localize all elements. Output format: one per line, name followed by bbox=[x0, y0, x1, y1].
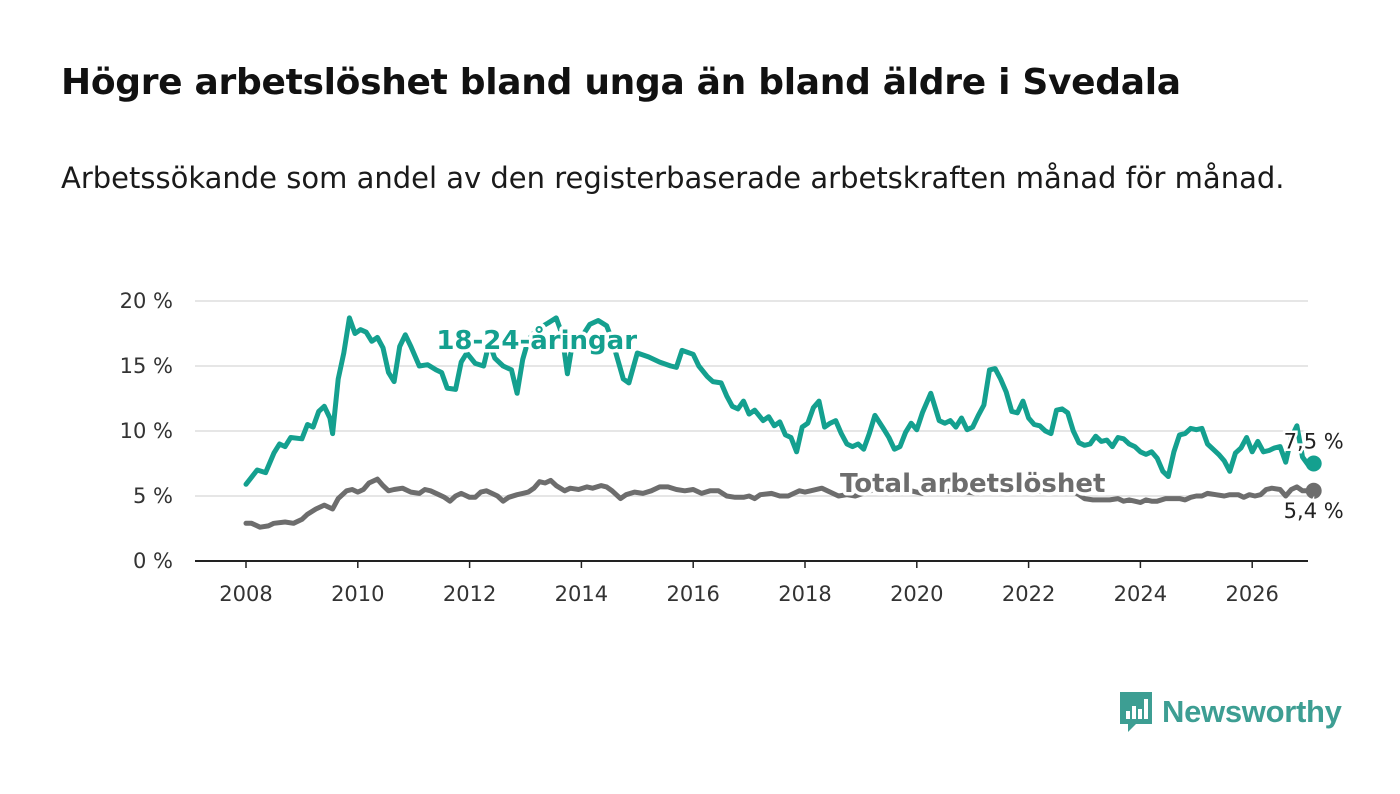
series-label-youth: 18-24-åringar bbox=[436, 324, 637, 356]
x-tick-label: 2016 bbox=[666, 582, 719, 606]
end-label-youth: 7,5 % bbox=[1284, 430, 1344, 454]
x-tick-label: 2014 bbox=[555, 582, 608, 606]
series-label-total: Total arbetslöshet bbox=[840, 469, 1105, 499]
newsworthy-logo-icon bbox=[1120, 692, 1152, 732]
y-tick-label: 20 % bbox=[120, 289, 173, 313]
y-tick-label: 15 % bbox=[120, 354, 173, 378]
y-tick-label: 0 % bbox=[133, 549, 173, 573]
series-line-youth bbox=[243, 315, 1317, 487]
axes: 0 % 5 % 10 % 15 % 20 % 2008 2010 2012 2014 2016 20… bbox=[120, 289, 1308, 606]
x-tick-label: 2020 bbox=[890, 582, 943, 606]
series-labels: 7,5 % 5,4 % 18-24-åringar Total arbetslöshe… bbox=[433, 321, 1346, 526]
brand-name: Newsworthy bbox=[1162, 694, 1342, 729]
end-label-total: 5,4 % bbox=[1284, 499, 1344, 523]
series-line-total bbox=[243, 475, 1317, 530]
x-tick-label: 2008 bbox=[219, 582, 272, 606]
x-tick-label: 2010 bbox=[331, 582, 384, 606]
chart-title: Högre arbetslöshet bland unga än bland ä… bbox=[61, 62, 1181, 103]
end-dot-youth bbox=[1305, 455, 1322, 472]
brand-logo: Newsworthy bbox=[1118, 690, 1342, 734]
x-tick-label: 2026 bbox=[1225, 582, 1278, 606]
y-tick-label: 5 % bbox=[133, 484, 173, 508]
end-dot-total bbox=[1305, 482, 1322, 499]
x-tick-label: 2012 bbox=[443, 582, 496, 606]
chart-subtitle: Arbetssökande som andel av den registerb… bbox=[61, 161, 1285, 195]
x-tick-label: 2024 bbox=[1114, 582, 1167, 606]
y-tick-label: 10 % bbox=[120, 419, 173, 443]
x-tick-label: 2018 bbox=[778, 582, 831, 606]
series-lines bbox=[243, 315, 1317, 530]
x-tick-label: 2022 bbox=[1002, 582, 1055, 606]
